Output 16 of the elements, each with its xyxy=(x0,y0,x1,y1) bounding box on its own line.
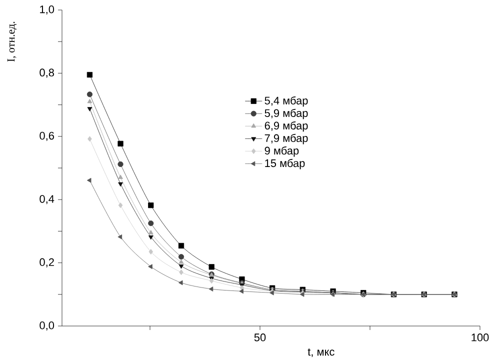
x-tick-label: 100 xyxy=(472,334,489,342)
legend-label: 5,4 мбар xyxy=(264,96,308,107)
y-tick-label: 0,6 xyxy=(40,132,54,141)
y-tick-label: 0,0 xyxy=(40,321,54,331)
legend-label: 15 мбар xyxy=(265,158,305,170)
legend-label: 9 мбар xyxy=(264,146,299,157)
y-tick-label: 0,4 xyxy=(40,195,54,204)
legend-label: 5,9 мбар xyxy=(264,108,308,120)
y-tick-label: 0,8 xyxy=(40,68,54,78)
legend-label: 7,9 мбар xyxy=(264,134,308,144)
y-tick-label: 0,2 xyxy=(40,258,54,268)
y-tick-label: 1,0 xyxy=(40,5,54,15)
legend-label: 6,9 мбар xyxy=(264,121,308,132)
y-axis-title: I, отн.ед. xyxy=(7,22,17,62)
x-axis-title: t, мкс xyxy=(308,348,334,357)
x-tick-label: 50 xyxy=(254,334,266,342)
